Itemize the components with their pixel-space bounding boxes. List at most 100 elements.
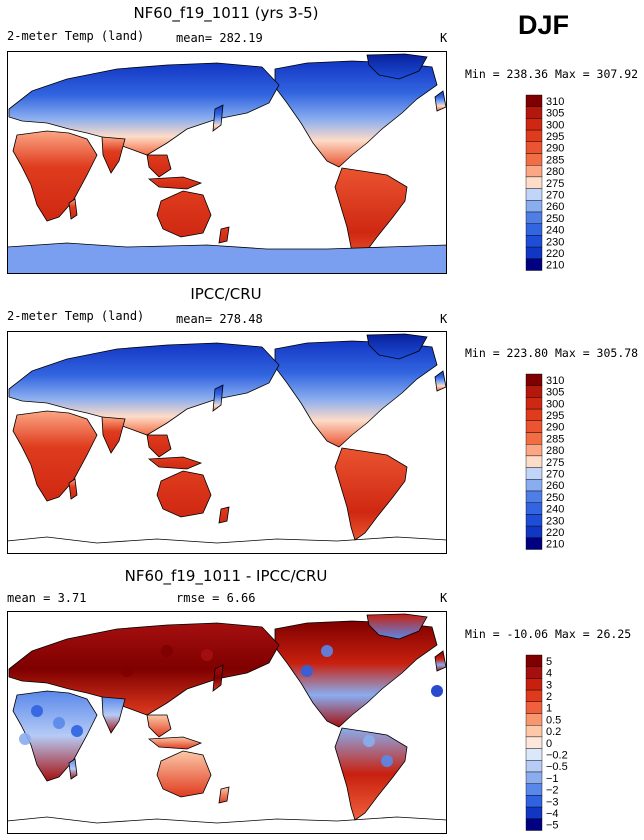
panel-3-mean-label: mean = 3.71 [7,591,87,605]
colorbar-segment [525,678,543,691]
colorbar-segment [525,443,543,457]
colorbar-label: 280 [546,445,564,457]
panel-3-rmse-label: rmse = 6.66 [176,591,256,605]
madagascar-land [68,758,78,780]
colorbar-label: 295 [546,131,564,143]
colorbar-label: 240 [546,225,564,237]
se-asia-land [146,434,172,458]
india-land [101,416,126,454]
season-label: DJF [518,10,570,40]
colorbar-segment [525,701,543,714]
panel-1-colorbar: 3103053002952902852802752702602502402302… [525,94,564,272]
colorbar-label: 300 [546,119,564,131]
colorbar-label: 285 [546,433,564,445]
japan-land [212,104,224,132]
colorbar-segment [525,689,543,702]
colorbar-segment [525,666,543,679]
colorbar-segment [525,129,543,142]
antarctica-land [7,242,447,274]
panel-1-unit: K [440,31,448,45]
colorbar-segment [525,795,543,808]
anomaly-patch [301,665,313,677]
colorbar-segment [525,106,543,119]
madagascar-land [68,478,78,500]
colorbar-label: 3 [546,679,552,691]
colorbar-label: 270 [546,189,564,201]
antarctica-coastline [7,816,447,824]
colorbar-segment [525,385,543,398]
colorbar-label: 230 [546,236,564,248]
colorbar-label: 250 [546,213,564,225]
colorbar-segment [525,235,543,248]
anomaly-patch [321,645,333,657]
colorbar-label: 310 [546,96,564,108]
india-land [101,136,126,174]
panel-3-unit: K [440,591,448,605]
colorbar-segment [525,118,543,131]
antarctica-coastline [7,536,447,544]
panel-2-mean-label: mean= 278.48 [176,312,263,326]
indonesia-land [147,736,203,750]
map-frame [7,611,447,834]
colorbar-label: 250 [546,492,564,504]
eurasia-land [8,622,280,716]
indonesia-land [147,456,203,470]
panel-1-map [7,51,447,274]
colorbar-label: 230 [546,515,564,527]
south-america-land [334,447,408,541]
colorbar-label: 0.2 [546,726,561,738]
colorbar-segment [525,736,543,749]
colorbar-label: 240 [546,504,564,516]
colorbar-segment [525,467,543,480]
map-frame [7,51,447,274]
colorbar-label: −4 [546,808,559,820]
colorbar-label: 270 [546,468,564,480]
colorbar-segment [525,188,543,201]
panel-1-range-text: Min = 238.36 Max = 307.92 [465,67,639,81]
japan-land [212,664,224,692]
colorbar-label: −3 [546,796,559,808]
colorbar-segment [525,373,543,386]
colorbar-label: 210 [546,260,564,272]
colorbar-segment [525,94,543,107]
colorbar-label: 220 [546,527,564,539]
colorbar-segment [525,724,543,738]
panel-2-range-text: Min = 223.80 Max = 305.78 [465,346,639,360]
colorbar-segment [525,408,543,421]
anomaly-patch [121,665,133,677]
australia-land [156,750,212,798]
colorbar-segment [525,783,543,796]
colorbar-segment [525,490,543,503]
colorbar-segment [525,397,543,410]
colorbar-segment [525,771,543,784]
colorbar-segment [525,713,543,726]
eurasia-land [8,342,280,436]
greenland-land [366,333,428,360]
colorbar-label: 220 [546,248,564,260]
colorbar-label: 260 [546,201,564,213]
panel-1-title: NF60_f19_1011 (yrs 3-5) [133,4,319,22]
colorbar-segment [525,258,543,271]
colorbar-segment [525,246,543,260]
panel-2-colorbar: 3103053002952902852802752702602502402302… [525,373,564,551]
colorbar-label: −0.2 [546,749,568,761]
south-america-land [334,727,408,821]
colorbar-label: 280 [546,166,564,178]
africa-land [12,410,98,502]
anomaly-patch [381,755,393,767]
colorbar-label: 300 [546,398,564,410]
colorbar-label: 275 [546,457,564,469]
panel-2-unit: K [440,312,448,326]
new-zealand-land [218,506,230,524]
anomaly-patch [431,685,443,697]
colorbar-segment [525,514,543,527]
colorbar-segment [525,537,543,550]
greenland-land [366,613,428,640]
colorbar-label: −1 [546,773,559,785]
australia-land [156,190,212,238]
colorbar-label: 260 [546,480,564,492]
south-america-land [334,167,408,261]
anomaly-patch [363,735,375,747]
colorbar-segment [525,502,543,515]
colorbar-label: 290 [546,422,564,434]
